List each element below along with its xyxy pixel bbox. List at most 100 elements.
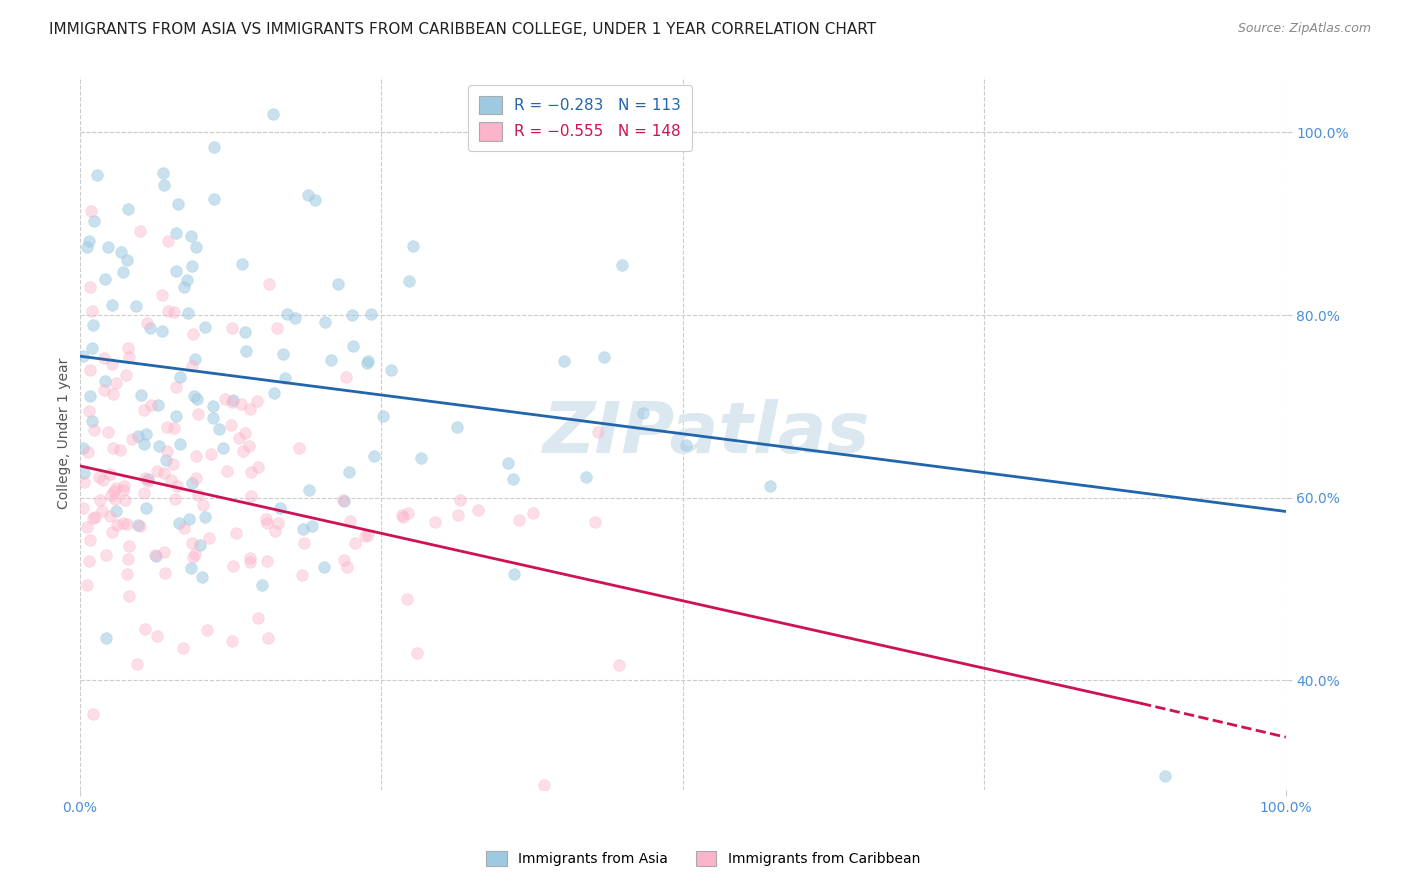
Point <box>83 510 105 524</box>
Point <box>111 265 134 279</box>
Point <box>117 552 139 566</box>
Point <box>150 288 173 302</box>
Point <box>73 475 96 489</box>
Point <box>586 425 609 440</box>
Point <box>340 309 363 323</box>
Point <box>256 516 278 530</box>
Point <box>134 437 156 451</box>
Point <box>82 341 104 355</box>
Point <box>82 318 104 332</box>
Point <box>522 506 544 520</box>
Point <box>145 549 167 563</box>
Point <box>233 425 256 440</box>
Point <box>166 227 188 241</box>
Point <box>136 474 159 488</box>
Point <box>129 388 152 402</box>
Point <box>118 350 141 364</box>
Point <box>183 549 205 564</box>
Point <box>181 259 204 273</box>
Point <box>115 252 138 267</box>
Point <box>115 368 138 383</box>
Point <box>232 444 254 458</box>
Point <box>136 316 159 330</box>
Point <box>217 465 239 479</box>
Point <box>97 240 120 254</box>
Point <box>134 471 156 485</box>
Point <box>266 321 288 335</box>
Point <box>83 214 105 228</box>
Point <box>187 488 209 502</box>
Point <box>139 321 162 335</box>
Point <box>301 519 323 533</box>
Point <box>79 389 101 403</box>
Point <box>157 234 180 248</box>
Point <box>156 304 179 318</box>
Point <box>128 224 150 238</box>
Point <box>152 166 174 180</box>
Point <box>239 489 262 503</box>
Point <box>208 422 231 436</box>
Point <box>214 392 236 406</box>
Point <box>449 492 471 507</box>
Point <box>284 310 307 325</box>
Point <box>1154 769 1177 783</box>
Point <box>292 522 315 536</box>
Point <box>221 321 243 335</box>
Point <box>256 631 278 645</box>
Point <box>181 359 204 373</box>
Point <box>371 409 394 424</box>
Point <box>240 465 263 479</box>
Text: ZIPatlas: ZIPatlas <box>543 400 870 468</box>
Point <box>503 567 526 582</box>
Point <box>202 400 225 414</box>
Point <box>250 577 273 591</box>
Point <box>166 479 188 493</box>
Point <box>288 441 311 455</box>
Point <box>402 239 425 253</box>
Point <box>112 479 135 493</box>
Point <box>332 493 354 508</box>
Point <box>276 308 298 322</box>
Point <box>353 529 375 543</box>
Point <box>87 470 110 484</box>
Point <box>181 476 204 491</box>
Point <box>118 539 141 553</box>
Point <box>114 492 136 507</box>
Point <box>160 473 183 487</box>
Point <box>96 548 118 562</box>
Point <box>202 192 225 206</box>
Point <box>104 504 127 518</box>
Point <box>121 432 143 446</box>
Point <box>180 228 202 243</box>
Point <box>127 429 149 443</box>
Point <box>125 299 148 313</box>
Point <box>82 707 104 722</box>
Point <box>264 524 287 538</box>
Point <box>94 374 117 388</box>
Point <box>153 178 176 193</box>
Point <box>298 483 321 497</box>
Point <box>152 545 174 559</box>
Point <box>146 464 169 478</box>
Point <box>79 279 101 293</box>
Point <box>167 516 190 530</box>
Point <box>319 353 342 368</box>
Point <box>107 518 129 533</box>
Point <box>396 506 419 520</box>
Legend: Immigrants from Asia, Immigrants from Caribbean: Immigrants from Asia, Immigrants from Ca… <box>481 846 925 871</box>
Point <box>238 401 260 416</box>
Point <box>336 560 359 574</box>
Point <box>246 459 269 474</box>
Point <box>101 525 124 540</box>
Point <box>156 420 179 434</box>
Point <box>79 363 101 377</box>
Point <box>148 398 170 412</box>
Point <box>262 107 284 121</box>
Point <box>392 510 415 524</box>
Point <box>90 504 112 518</box>
Point <box>357 354 380 368</box>
Point <box>342 339 364 353</box>
Point <box>169 437 191 451</box>
Point <box>395 591 418 606</box>
Point <box>380 363 402 377</box>
